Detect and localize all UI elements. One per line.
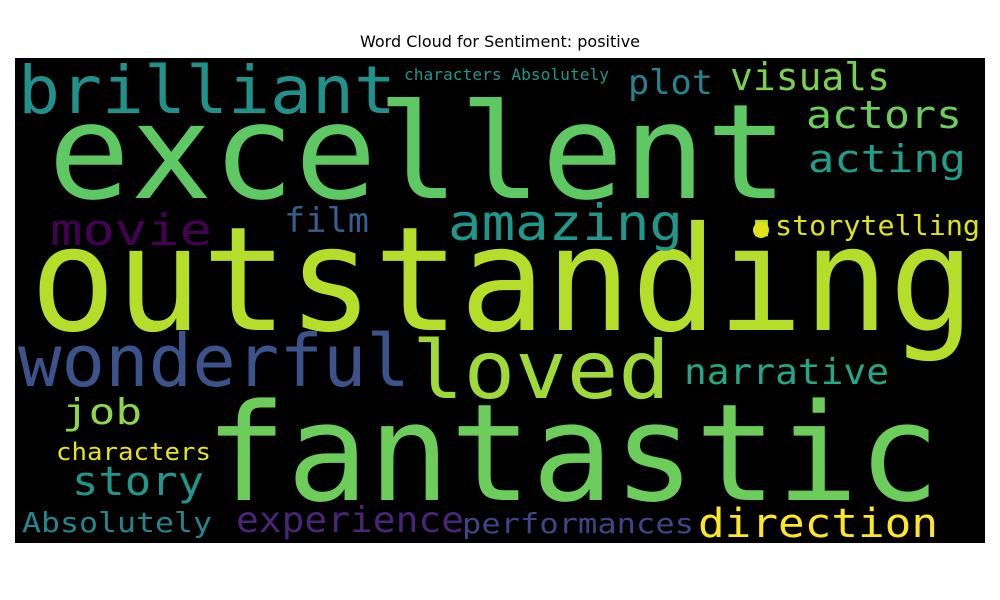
word-visuals: visuals — [730, 55, 890, 99]
word-amazing: amazing — [448, 194, 683, 252]
word-fantastic: fantastic — [205, 375, 940, 532]
word-absolutely: Absolutely — [22, 506, 212, 539]
word-performances: performances — [462, 507, 694, 540]
word-cloud-background — [15, 58, 985, 543]
word-narrative: narrative — [684, 352, 889, 393]
word-excellent: excellent — [48, 76, 788, 230]
word-brilliant: brilliant — [18, 52, 396, 129]
word-wonderful: wonderful — [18, 319, 410, 403]
word-outstanding: outstanding — [30, 196, 975, 365]
word-story: story — [72, 459, 204, 505]
word-dot-mark — [753, 222, 769, 238]
word-actors: actors — [806, 93, 962, 137]
word-acting: acting — [808, 137, 966, 181]
word-direction: direction — [698, 501, 938, 547]
word-characters-absolutely: characters Absolutely — [404, 65, 609, 84]
word-plot: plot — [628, 63, 713, 103]
word-experience: experience — [236, 500, 464, 541]
word-movie: movie — [50, 205, 212, 256]
word-characters: characters — [56, 438, 211, 466]
word-job: job — [62, 392, 142, 433]
word-loved: loved — [412, 324, 670, 417]
chart-title: Word Cloud for Sentiment: positive — [359, 32, 641, 51]
word-film: film — [284, 201, 369, 241]
word-storytelling: storytelling — [775, 209, 980, 242]
